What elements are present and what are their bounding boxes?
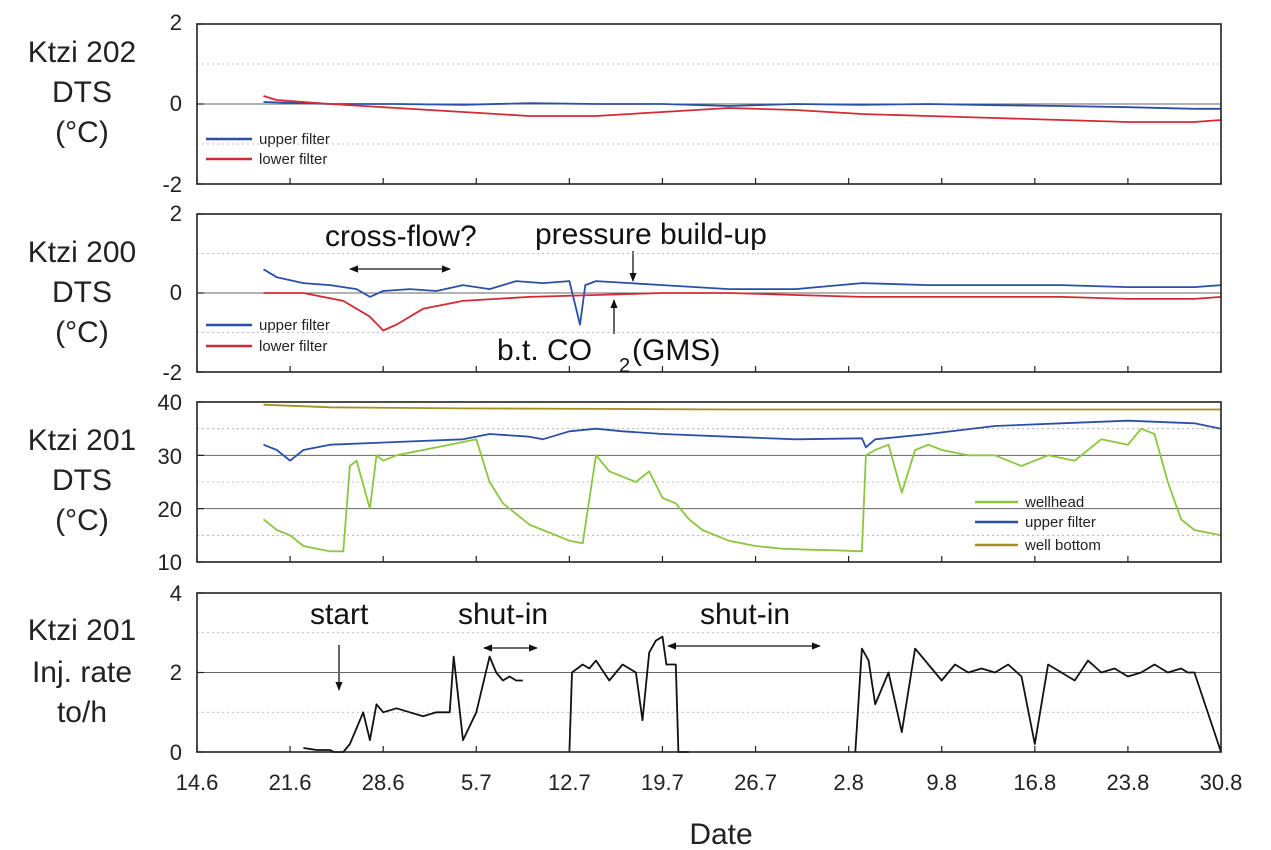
series-line-upper-filter xyxy=(263,268,1222,326)
y-axis-label: Ktzi 201 Inj. rate to/h xyxy=(28,614,136,729)
legend-label-wellhead: wellhead xyxy=(1024,494,1084,511)
x-tick-label: 14.6 xyxy=(176,770,219,795)
panel-ktzi-201-dts: Ktzi 201 DTS (°C) 40 30 20 10 wellhead u… xyxy=(28,390,1222,575)
y-tick-label: 0 xyxy=(170,280,182,305)
y-tick-label: 2 xyxy=(170,660,182,685)
y-label-line-2: DTS xyxy=(52,276,112,309)
y-tick-label: 30 xyxy=(158,444,182,469)
x-tick-label: 21.6 xyxy=(269,770,312,795)
legend: upper filter lower filter xyxy=(206,131,330,168)
x-tick-label: 2.8 xyxy=(833,770,864,795)
y-axis-label: Ktzi 202 DTS (°C) xyxy=(28,36,136,149)
y-label-line-2: Inj. rate xyxy=(32,656,132,689)
panel-ktzi-202: Ktzi 202 DTS (°C) 2 0 -2 upper filter lo… xyxy=(28,10,1222,197)
annotation-pressure-build-up: pressure build-up xyxy=(535,218,767,282)
y-tick-label: 4 xyxy=(170,581,182,606)
series-line-lower-filter xyxy=(263,95,1222,123)
annotation-breakthrough-co2: b.t. CO 2 (GMS) xyxy=(497,299,720,377)
y-tick-label: -2 xyxy=(162,172,182,197)
x-axis: 14.6 21.6 28.6 5.7 12.7 19.7 26.7 2.8 9.8 16.8 23.… xyxy=(176,770,1243,795)
annotation-shut-in-2: shut-in xyxy=(667,598,821,650)
y-axis-label: Ktzi 200 DTS (°C) xyxy=(28,236,136,349)
series-line-upper-filter xyxy=(263,101,1221,110)
legend-label-lower-filter: lower filter xyxy=(259,338,327,355)
y-tick-label: 0 xyxy=(170,91,182,116)
annotation-label: pressure build-up xyxy=(535,218,767,251)
x-tick-label: 26.7 xyxy=(734,770,777,795)
y-tick-label: 40 xyxy=(158,390,182,415)
annotation-label: start xyxy=(310,598,369,631)
x-tick-label: 5.7 xyxy=(461,770,492,795)
x-tick-label: 19.7 xyxy=(641,770,684,795)
series-line-upper-filter xyxy=(263,419,1222,462)
y-tick-label: 2 xyxy=(170,10,182,35)
annotation-label: shut-in xyxy=(458,598,548,631)
y-tick-label: -2 xyxy=(162,360,182,385)
panel-ktzi-201-injection: Ktzi 201 Inj. rate to/h 4 2 0 start shut… xyxy=(28,581,1222,765)
annotation-start: start xyxy=(310,598,369,691)
x-tick-label: 9.8 xyxy=(926,770,957,795)
y-tick-label: 20 xyxy=(158,497,182,522)
y-label-line-1: Ktzi 201 xyxy=(28,424,136,457)
x-tick-label: 16.8 xyxy=(1013,770,1056,795)
y-label-line-2: DTS xyxy=(52,76,112,109)
y-label-line-1: Ktzi 202 xyxy=(28,36,136,69)
legend: upper filter lower filter xyxy=(206,317,330,355)
x-tick-label: 28.6 xyxy=(362,770,405,795)
y-tick-label: 0 xyxy=(170,740,182,765)
plot-frame xyxy=(196,401,1222,563)
y-label-line-3: (°C) xyxy=(55,504,109,537)
series-line-well-bottom xyxy=(263,403,1221,411)
y-tick-label: 10 xyxy=(158,550,182,575)
y-label-line-3: to/h xyxy=(57,696,107,729)
x-axis-title: Date xyxy=(689,818,752,850)
y-label-line-1: Ktzi 201 xyxy=(28,614,136,647)
legend-label-well-bottom: well bottom xyxy=(1024,537,1101,554)
legend: wellhead upper filter well bottom xyxy=(975,494,1101,554)
y-tick-label: 2 xyxy=(170,201,182,226)
annotation-label: b.t. CO xyxy=(497,334,592,367)
annotation-cross-flow: cross-flow? xyxy=(325,220,477,273)
series-line-injection-rate xyxy=(303,635,1222,753)
series-line-lower-filter xyxy=(263,292,1222,332)
y-label-line-1: Ktzi 200 xyxy=(28,236,136,269)
y-label-line-3: (°C) xyxy=(55,316,109,349)
series-line-wellhead xyxy=(262,427,1222,553)
legend-label-upper-filter: upper filter xyxy=(1025,514,1096,531)
annotation-shut-in-1: shut-in xyxy=(458,598,548,652)
annotation-label: cross-flow? xyxy=(325,220,477,253)
annotation-label: (GMS) xyxy=(632,334,720,367)
y-label-line-2: DTS xyxy=(52,464,112,497)
y-axis-label: Ktzi 201 DTS (°C) xyxy=(28,424,136,537)
legend-label-upper-filter: upper filter xyxy=(259,317,330,334)
legend-label-upper-filter: upper filter xyxy=(259,131,330,148)
x-tick-label: 12.7 xyxy=(548,770,591,795)
y-label-line-3: (°C) xyxy=(55,116,109,149)
panel-ktzi-200: Ktzi 200 DTS (°C) 2 0 -2 upper filter lo… xyxy=(28,201,1222,385)
legend-label-lower-filter: lower filter xyxy=(259,151,327,168)
annotation-label: shut-in xyxy=(700,598,790,631)
x-tick-label: 30.8 xyxy=(1200,770,1243,795)
annotation-subscript: 2 xyxy=(619,355,630,377)
x-tick-label: 23.8 xyxy=(1106,770,1149,795)
